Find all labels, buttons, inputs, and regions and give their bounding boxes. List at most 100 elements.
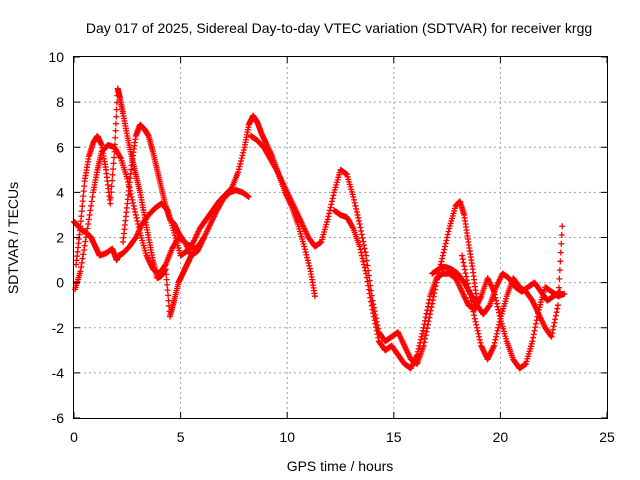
x-tick-label: 10 xyxy=(279,429,295,445)
series-track-6 xyxy=(331,207,568,372)
data-point xyxy=(109,171,116,178)
data-point xyxy=(420,324,427,331)
data-point xyxy=(124,175,131,182)
data-point xyxy=(360,261,367,268)
data-point xyxy=(306,262,313,269)
data-point xyxy=(113,106,120,113)
data-point xyxy=(354,211,361,218)
data-point xyxy=(240,149,247,156)
data-point xyxy=(86,211,93,218)
data-point xyxy=(486,303,493,310)
x-axis-label: GPS time / hours xyxy=(287,458,394,474)
data-point xyxy=(83,234,90,241)
data-point xyxy=(163,276,170,283)
data-point xyxy=(472,318,479,325)
data-point xyxy=(459,252,466,259)
data-point xyxy=(165,297,172,304)
data-point xyxy=(460,259,467,266)
data-point xyxy=(328,201,335,208)
series-track-2 xyxy=(72,141,252,293)
data-point xyxy=(463,273,470,280)
y-tick-label: 2 xyxy=(56,230,64,246)
data-point xyxy=(112,120,119,127)
data-point xyxy=(531,327,538,334)
data-point xyxy=(353,208,360,215)
data-point xyxy=(89,193,96,200)
data-point xyxy=(368,298,375,305)
data-point xyxy=(496,318,503,325)
data-point xyxy=(78,259,85,266)
data-point xyxy=(445,228,452,235)
data-point xyxy=(305,260,312,267)
data-point xyxy=(372,320,379,327)
data-point xyxy=(363,274,370,281)
data-point xyxy=(419,330,426,337)
data-point xyxy=(443,237,450,244)
data-points xyxy=(71,85,568,372)
data-point xyxy=(358,249,365,256)
chart-title: Day 017 of 2025, Sidereal Day-to-day VTE… xyxy=(86,20,592,36)
data-point xyxy=(495,324,502,331)
data-point xyxy=(495,321,502,328)
series-track-5 xyxy=(247,132,480,367)
data-point xyxy=(532,324,539,331)
data-point xyxy=(79,255,86,262)
data-point xyxy=(301,243,308,250)
data-point xyxy=(81,242,88,249)
data-point xyxy=(328,198,335,205)
data-point xyxy=(558,240,565,247)
data-point xyxy=(357,224,364,231)
data-point xyxy=(111,154,118,161)
x-tick-label: 25 xyxy=(599,429,615,445)
data-point xyxy=(417,339,424,346)
data-point xyxy=(370,313,377,320)
data-point xyxy=(442,240,449,247)
data-point xyxy=(135,223,142,230)
data-point xyxy=(80,193,87,200)
y-tick-label: -6 xyxy=(52,410,65,426)
data-point xyxy=(419,327,426,334)
data-point xyxy=(235,166,242,173)
data-point xyxy=(107,200,114,207)
data-point xyxy=(81,183,88,190)
data-point xyxy=(421,321,428,328)
data-point xyxy=(423,310,430,317)
data-point xyxy=(350,193,357,200)
data-point xyxy=(201,234,208,241)
data-point xyxy=(87,207,94,214)
data-point xyxy=(235,169,242,176)
data-point xyxy=(423,328,430,335)
data-point xyxy=(369,306,376,313)
data-point xyxy=(77,223,84,230)
data-point xyxy=(164,281,171,288)
data-point xyxy=(364,278,371,285)
data-point xyxy=(77,268,84,275)
data-point xyxy=(439,252,446,259)
data-point xyxy=(301,246,308,253)
data-point xyxy=(109,177,116,184)
data-point xyxy=(548,333,555,340)
data-point xyxy=(132,211,139,218)
data-point xyxy=(557,249,564,256)
series-track-8 xyxy=(429,263,564,318)
data-point xyxy=(349,224,356,231)
data-point xyxy=(370,310,377,317)
data-point xyxy=(476,333,483,340)
data-point xyxy=(494,303,501,310)
data-point xyxy=(359,255,366,262)
data-point xyxy=(431,290,438,297)
y-tick-label: 0 xyxy=(56,275,64,291)
data-point xyxy=(360,238,367,245)
data-point xyxy=(549,326,556,333)
data-point xyxy=(111,141,118,148)
data-point xyxy=(426,296,433,303)
data-point xyxy=(112,127,119,134)
data-point xyxy=(361,264,368,271)
data-point xyxy=(557,258,564,265)
data-point xyxy=(359,235,366,242)
data-point xyxy=(422,332,429,339)
data-point xyxy=(444,234,451,241)
data-point xyxy=(306,265,313,272)
data-point xyxy=(530,331,537,338)
data-point xyxy=(107,194,114,201)
